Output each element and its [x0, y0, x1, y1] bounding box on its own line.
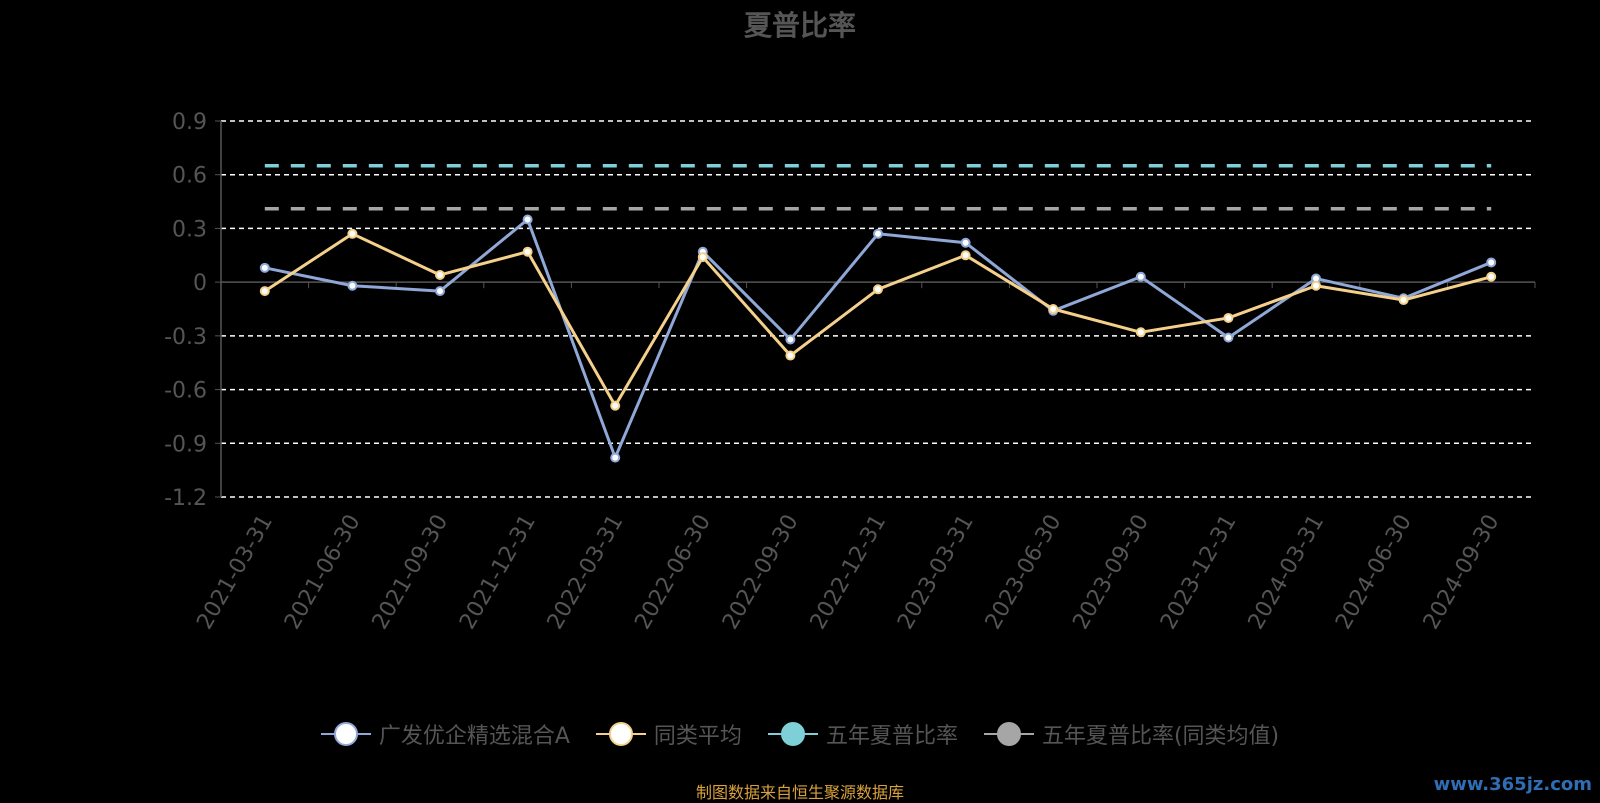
legend-label-five-year-sharpe: 五年夏普比率 [825, 724, 958, 749]
x-tick-label: 2023-06-30 [981, 511, 1067, 634]
legend-swatch-peer-average [595, 722, 646, 746]
y-tick-label: -1.2 [164, 486, 207, 511]
x-tick-label: 2021-09-30 [368, 511, 454, 634]
data-point [347, 228, 358, 239]
x-tick-label: 2021-03-31 [192, 511, 278, 634]
data-point [522, 214, 533, 225]
data-point [259, 286, 270, 297]
x-tick-label: 2023-03-31 [893, 511, 979, 634]
data-point [1135, 271, 1146, 282]
data-point [1223, 312, 1234, 323]
data-point [259, 262, 270, 273]
data-point [1135, 327, 1146, 338]
watermark: www.365jz.com [1433, 774, 1592, 795]
data-point [1311, 280, 1321, 291]
x-tick-label: 2022-09-30 [718, 511, 804, 634]
x-tick-label: 2024-09-30 [1419, 511, 1505, 634]
source-note: 制图数据来自恒生聚源数据库 [695, 783, 904, 802]
series-line [263, 232, 1492, 408]
y-tick-labels: 0.9 0.6 0.3 0 -0.3 -0.6 -0.9 -1.2 [164, 110, 207, 511]
data-point [873, 228, 883, 239]
axes [215, 120, 1536, 498]
legend-item-five-year-sharpe-peer[interactable]: 五年夏普比率(同类均值) [983, 718, 1280, 750]
data-point [785, 350, 796, 361]
x-tick-labels: 2021-03-31 2021-06-30 2021-09-30 2021-12-31… [192, 511, 1504, 634]
series-line [264, 217, 1492, 460]
x-tick-label: 2023-09-30 [1068, 511, 1154, 634]
legend-item-fund[interactable]: 广发优企精选混合A [320, 718, 570, 750]
x-tick-label: 2022-03-31 [543, 511, 629, 634]
y-tick-label: -0.3 [164, 325, 207, 350]
data-point [1398, 295, 1409, 306]
data-point [435, 269, 445, 280]
data-point [785, 334, 796, 345]
series-lines [259, 214, 1497, 463]
legend-swatch-fund [320, 722, 371, 746]
y-tick-label: -0.6 [164, 379, 207, 404]
legend-label-peer-average: 同类平均 [653, 724, 742, 749]
data-point [1223, 332, 1234, 343]
data-point [1048, 304, 1059, 314]
data-point [960, 250, 971, 261]
data-point [1486, 257, 1497, 268]
data-point [610, 452, 621, 463]
x-tick-label: 2024-06-30 [1331, 511, 1417, 634]
reference-lines [264, 164, 1492, 211]
legend-label-fund: 广发优企精选混合A [378, 724, 570, 749]
x-tick-label: 2021-06-30 [280, 511, 366, 634]
legend-item-five-year-sharpe[interactable]: 五年夏普比率 [767, 718, 958, 750]
data-point [697, 252, 708, 263]
data-point [347, 280, 358, 291]
data-point [522, 246, 533, 257]
data-point [610, 400, 621, 411]
legend-label-five-year-sharpe-peer: 五年夏普比率(同类均值) [1041, 724, 1280, 749]
y-tick-label: -0.9 [164, 432, 207, 457]
x-tick-label: 2024-03-31 [1244, 511, 1330, 634]
x-tick-label: 2021-12-31 [455, 511, 541, 634]
data-point [1486, 271, 1497, 282]
y-tick-label: 0.6 [172, 164, 207, 189]
data-point [873, 284, 883, 295]
data-point [435, 286, 445, 297]
legend-swatch-five-year-sharpe-peer [983, 722, 1034, 746]
legend: 广发优企精选混合A 同类平均 五年夏普比率 五年夏普比率(同类均值) [0, 718, 1600, 750]
legend-item-peer-average[interactable]: 同类平均 [595, 718, 742, 750]
y-tick-label: 0.9 [172, 110, 207, 135]
x-tick-label: 2022-12-31 [806, 511, 892, 634]
y-tick-label: 0 [193, 271, 207, 296]
data-point [960, 237, 971, 248]
x-tick-label: 2023-12-31 [1156, 511, 1242, 634]
x-tick-label: 2022-06-30 [630, 511, 716, 634]
grid-lines [221, 120, 1535, 498]
chart-title: 夏普比率 [743, 9, 856, 42]
y-tick-label: 0.3 [172, 217, 207, 242]
legend-swatch-five-year-sharpe [767, 722, 818, 746]
